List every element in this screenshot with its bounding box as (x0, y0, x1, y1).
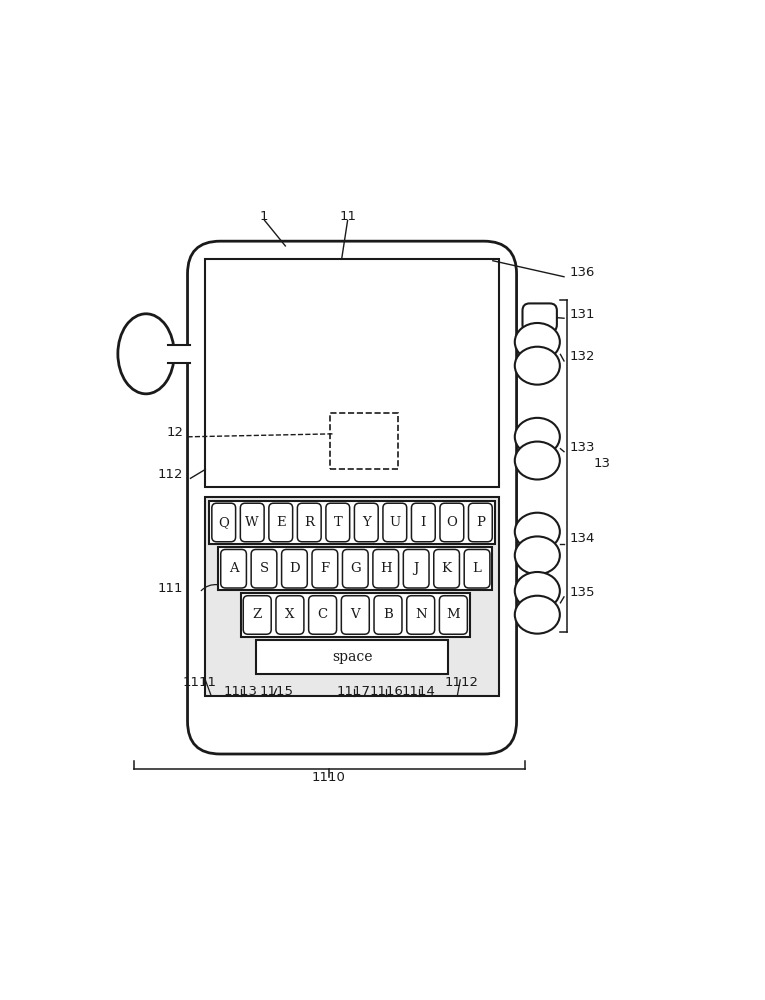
FancyBboxPatch shape (412, 503, 435, 542)
Text: 1110: 1110 (311, 771, 346, 784)
Text: 1: 1 (260, 210, 269, 223)
FancyBboxPatch shape (439, 596, 467, 634)
Text: F: F (321, 562, 330, 575)
FancyBboxPatch shape (374, 596, 402, 634)
Text: 133: 133 (570, 441, 595, 454)
Text: Y: Y (362, 516, 371, 529)
Text: 136: 136 (570, 266, 595, 279)
FancyBboxPatch shape (240, 503, 264, 542)
Text: 1113: 1113 (224, 685, 258, 698)
FancyBboxPatch shape (187, 241, 516, 754)
Text: L: L (473, 562, 481, 575)
Text: 1117: 1117 (337, 685, 370, 698)
Bar (256, 640, 448, 674)
Text: D: D (289, 562, 300, 575)
FancyBboxPatch shape (373, 549, 399, 588)
Text: 1115: 1115 (259, 685, 294, 698)
Ellipse shape (515, 323, 560, 361)
Ellipse shape (515, 442, 560, 480)
Ellipse shape (515, 536, 560, 574)
Bar (210, 501, 495, 544)
Text: A: A (229, 562, 239, 575)
Text: 111: 111 (158, 582, 184, 595)
FancyBboxPatch shape (440, 503, 464, 542)
Bar (330, 413, 398, 469)
Text: 11: 11 (339, 210, 356, 223)
Text: space: space (332, 650, 373, 664)
Text: 134: 134 (570, 532, 595, 545)
Text: Z: Z (252, 608, 262, 621)
Text: X: X (285, 608, 295, 621)
Text: C: C (317, 608, 327, 621)
Ellipse shape (515, 596, 560, 634)
FancyBboxPatch shape (243, 596, 272, 634)
Text: H: H (380, 562, 392, 575)
Text: W: W (246, 516, 259, 529)
FancyBboxPatch shape (308, 596, 337, 634)
Text: S: S (259, 562, 269, 575)
FancyBboxPatch shape (221, 549, 246, 588)
Bar (168, 345, 190, 363)
FancyBboxPatch shape (468, 503, 492, 542)
Ellipse shape (118, 314, 174, 394)
Text: U: U (389, 516, 400, 529)
Text: R: R (304, 516, 314, 529)
FancyBboxPatch shape (343, 549, 368, 588)
Ellipse shape (515, 418, 560, 456)
FancyBboxPatch shape (354, 503, 378, 542)
FancyBboxPatch shape (403, 549, 429, 588)
Text: G: G (350, 562, 360, 575)
Text: 132: 132 (570, 350, 595, 363)
Text: O: O (447, 516, 457, 529)
FancyBboxPatch shape (212, 503, 236, 542)
Text: B: B (383, 608, 393, 621)
Text: J: J (414, 562, 419, 575)
Text: M: M (447, 608, 461, 621)
FancyBboxPatch shape (269, 503, 293, 542)
FancyBboxPatch shape (298, 503, 321, 542)
FancyBboxPatch shape (464, 549, 490, 588)
FancyBboxPatch shape (383, 503, 407, 542)
Ellipse shape (515, 513, 560, 551)
Text: 13: 13 (594, 457, 610, 470)
FancyBboxPatch shape (522, 303, 557, 332)
Text: E: E (276, 516, 285, 529)
Text: 1116: 1116 (369, 685, 403, 698)
Text: V: V (350, 608, 360, 621)
Text: Q: Q (218, 516, 230, 529)
Text: 12: 12 (166, 426, 184, 439)
Ellipse shape (515, 572, 560, 610)
Text: 1111: 1111 (182, 676, 216, 689)
Bar (218, 547, 492, 590)
Text: N: N (415, 608, 427, 621)
Text: K: K (441, 562, 451, 575)
Text: 1112: 1112 (445, 676, 479, 689)
Bar (241, 593, 470, 637)
Text: 1114: 1114 (402, 685, 436, 698)
Text: 112: 112 (158, 468, 184, 481)
Bar (205, 259, 499, 487)
FancyBboxPatch shape (282, 549, 308, 588)
FancyBboxPatch shape (326, 503, 350, 542)
FancyBboxPatch shape (276, 596, 304, 634)
Text: 131: 131 (570, 308, 595, 321)
Text: I: I (421, 516, 426, 529)
Bar (205, 497, 499, 696)
FancyBboxPatch shape (251, 549, 277, 588)
FancyBboxPatch shape (341, 596, 369, 634)
Text: 135: 135 (570, 586, 595, 599)
FancyBboxPatch shape (434, 549, 460, 588)
Text: T: T (334, 516, 342, 529)
Ellipse shape (515, 347, 560, 385)
FancyBboxPatch shape (407, 596, 435, 634)
Text: P: P (476, 516, 485, 529)
FancyBboxPatch shape (312, 549, 337, 588)
